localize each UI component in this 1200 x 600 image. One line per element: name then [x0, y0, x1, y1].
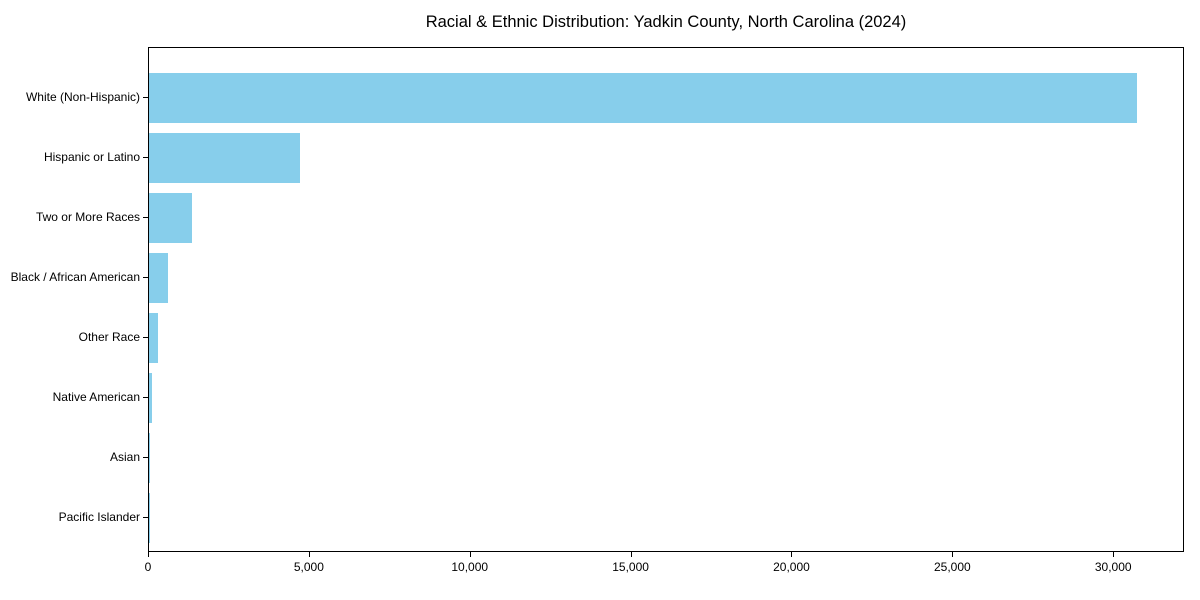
plot-area — [148, 47, 1184, 552]
x-tick-mark — [791, 552, 793, 557]
bar-native-american — [149, 373, 152, 423]
y-tick-mark — [143, 97, 148, 98]
bar-white-non-hispanic — [149, 73, 1137, 123]
bar-black-african-american — [149, 253, 169, 303]
x-tick-label: 25,000 — [933, 560, 971, 574]
y-tick-label: Hispanic or Latino — [43, 150, 140, 164]
y-tick-label: Native American — [52, 390, 140, 404]
y-tick-label: White (Non-Hispanic) — [25, 90, 140, 104]
y-tick-label: Black / African American — [10, 270, 140, 284]
chart-title: Racial & Ethnic Distribution: Yadkin Cou… — [425, 13, 907, 31]
x-tick-label: 15,000 — [612, 560, 649, 574]
y-tick-mark — [143, 157, 148, 158]
y-tick-label: Asian — [109, 450, 140, 464]
bar-hispanic-or-latino — [149, 133, 300, 183]
y-tick-mark — [143, 277, 148, 278]
x-tick-mark — [952, 552, 954, 557]
y-tick-mark — [143, 217, 148, 218]
y-tick-mark — [143, 517, 148, 518]
x-tick-label: 30,000 — [1094, 560, 1132, 574]
x-tick-mark — [148, 552, 149, 557]
y-tick-label: Two or More Races — [35, 210, 140, 224]
x-tick-label: 10,000 — [451, 560, 489, 574]
x-tick-mark — [308, 552, 310, 557]
y-tick-mark — [143, 337, 148, 338]
y-tick-mark — [143, 397, 148, 398]
y-tick-label: Pacific Islander — [58, 510, 140, 524]
y-tick-label: Other Race — [78, 330, 140, 344]
bar-other-race — [149, 313, 158, 363]
x-tick-label: 5,000 — [293, 560, 324, 574]
bar-two-or-more-races — [149, 193, 192, 243]
bar-asian — [149, 433, 151, 483]
x-tick-mark — [469, 552, 471, 557]
x-tick-label: 20,000 — [773, 560, 810, 574]
x-tick-mark — [630, 552, 632, 557]
x-tick-label: 0 — [144, 560, 152, 574]
y-tick-mark — [143, 457, 148, 458]
x-tick-mark — [1113, 552, 1115, 557]
